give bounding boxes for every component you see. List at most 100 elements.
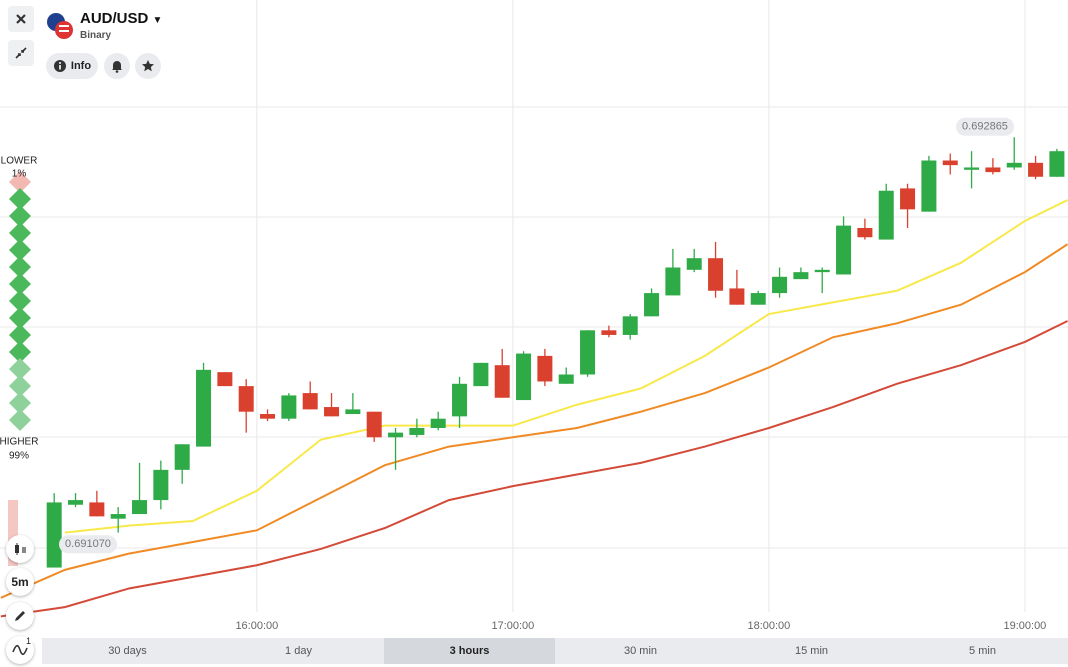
symbol[interactable]: AUD/USD ▼ — [80, 10, 162, 27]
alert-button[interactable] — [104, 53, 130, 79]
candle-body — [132, 500, 148, 515]
candle-body — [921, 160, 937, 212]
candle-body — [772, 276, 788, 294]
candle-body — [516, 353, 532, 401]
sentiment-diamond — [9, 375, 31, 397]
trade-marker — [8, 500, 18, 566]
favorite-button[interactable] — [135, 53, 161, 79]
price-label-bg — [956, 117, 1014, 136]
sentiment-diamond — [9, 409, 31, 431]
sentiment-diamond — [9, 256, 31, 278]
sentiment-diamond — [9, 273, 31, 295]
sentiment-diamond — [9, 205, 31, 227]
candle-body — [430, 418, 446, 428]
candle-body — [345, 409, 361, 415]
candle-body — [46, 502, 62, 568]
sentiment-diamond — [9, 358, 31, 380]
candle-body — [985, 167, 1001, 173]
candle-body — [793, 272, 809, 280]
x-tick-label: 17:00:00 — [491, 620, 534, 632]
candle-body — [366, 411, 382, 438]
candle-body — [558, 374, 574, 384]
info-icon — [53, 60, 66, 72]
candle-body — [68, 500, 84, 505]
wave-icon — [12, 644, 28, 656]
x-tick-label: 18:00:00 — [747, 620, 790, 632]
candle-body — [900, 188, 916, 210]
close-button[interactable] — [8, 6, 34, 32]
sentiment-diamond — [9, 239, 31, 261]
timeframe-button[interactable]: 3 hours — [384, 638, 555, 664]
candle-body — [174, 444, 190, 470]
moving-average — [64, 199, 1068, 534]
candle-body — [260, 414, 276, 419]
candle-body — [1028, 162, 1044, 177]
candle-body — [750, 293, 766, 305]
candle-body — [494, 365, 510, 398]
candle-body — [238, 386, 254, 412]
candle-body — [217, 372, 233, 387]
draw-button[interactable] — [6, 602, 34, 630]
minimize-icon — [15, 47, 27, 59]
candle-body — [942, 160, 958, 166]
chart-type-button[interactable] — [6, 535, 34, 563]
indicator-count: 1 — [24, 636, 34, 646]
sentiment-diamond — [9, 324, 31, 346]
candle-body — [281, 395, 297, 419]
pencil-icon — [15, 611, 25, 621]
candle-body — [708, 258, 724, 291]
candle-body — [580, 330, 596, 375]
info-text: Info — [70, 60, 92, 72]
timeframe-button[interactable]: 30 days — [108, 645, 147, 657]
sentiment-diamond — [9, 290, 31, 312]
candle-body — [857, 227, 873, 238]
star-icon — [142, 60, 154, 72]
close-icon — [16, 14, 26, 24]
subtitle: Binary — [80, 30, 112, 41]
timeframe-button[interactable]: 5 min — [969, 645, 996, 657]
sentiment-diamond — [9, 341, 31, 363]
sentiment-diamond — [9, 392, 31, 414]
higher-label: HIGHER — [0, 437, 38, 448]
lower-value: 1% — [12, 169, 27, 180]
minimize-button[interactable] — [8, 40, 34, 66]
flag-icon — [47, 13, 73, 39]
price-label: 0.692865 — [962, 121, 1008, 133]
candle-body — [814, 269, 830, 273]
candle-body — [537, 355, 553, 382]
candle-body — [665, 267, 681, 296]
timeframe-bar: 30 days 1 day 3 hours 30 min 15 min 5 min — [42, 638, 1068, 664]
sentiment-diamond — [9, 307, 31, 329]
interval-button[interactable]: 5m — [6, 568, 34, 596]
caret: ▼ — [152, 15, 163, 26]
timeframe-button[interactable]: 1 day — [285, 645, 312, 657]
interval-text: 5m — [11, 575, 29, 589]
candle-body — [878, 190, 894, 240]
candle-body — [324, 407, 340, 417]
sentiment-diamond — [9, 222, 31, 244]
x-tick-label: 16:00:00 — [235, 620, 278, 632]
x-tick-label: 19:00:00 — [1003, 620, 1046, 632]
timeframe-button[interactable]: 30 min — [623, 645, 658, 657]
timeframe-button[interactable]: 15 min — [794, 645, 829, 657]
price-label-bg — [59, 535, 117, 554]
lower-label: LOWER — [1, 156, 38, 167]
moving-average — [0, 320, 1068, 618]
sentiment-diamond — [9, 188, 31, 210]
sentiment-bar — [9, 171, 31, 431]
candle-body — [452, 383, 468, 417]
candle-body — [1049, 151, 1065, 177]
sentiment-diamond — [9, 171, 31, 193]
candle-body — [153, 469, 169, 501]
candle-body — [1006, 162, 1022, 168]
price-label: 0.691070 — [65, 538, 111, 550]
candle-body — [388, 432, 404, 438]
candle-body — [473, 362, 489, 387]
candle-body — [644, 293, 660, 317]
chart: LOWER 1% HIGHER 99% 16:00:00 17:00:00 18:0… — [0, 0, 1068, 632]
info-button[interactable]: Info — [46, 53, 98, 79]
candle-body — [302, 393, 318, 410]
candle-body — [622, 316, 638, 335]
candle-body — [601, 330, 617, 335]
